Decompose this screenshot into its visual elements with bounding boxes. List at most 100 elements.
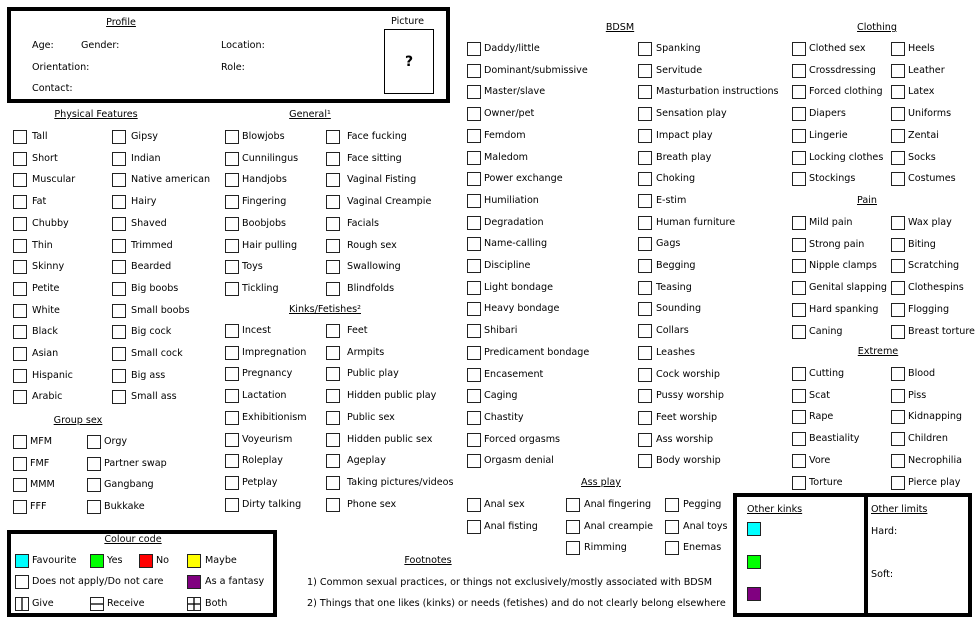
checkbox-rape[interactable] [792, 410, 806, 425]
checkbox-scat[interactable] [792, 388, 806, 403]
checkbox-face-sitting[interactable] [326, 151, 340, 166]
checkbox-big-boobs[interactable] [112, 281, 126, 296]
checkbox-degradation[interactable] [467, 215, 481, 230]
hard-limits-label[interactable]: Hard: [871, 526, 898, 537]
checkbox-clothed-sex[interactable] [792, 42, 806, 56]
picture-box[interactable]: ? [384, 29, 434, 94]
checkbox-big-cock[interactable] [112, 325, 126, 340]
checkbox-hard-spanking[interactable] [792, 302, 806, 317]
checkbox-face-fucking[interactable] [326, 130, 340, 144]
checkbox-big-ass[interactable] [112, 368, 126, 383]
checkbox-light-bondage[interactable] [467, 280, 481, 295]
checkbox-heavy-bondage[interactable] [467, 302, 481, 317]
checkbox-mfm[interactable] [13, 435, 27, 449]
checkbox-petplay[interactable] [225, 475, 239, 490]
checkbox-shaved[interactable] [112, 216, 126, 231]
checkbox-leashes[interactable] [638, 345, 652, 360]
checkbox-breast-torture[interactable] [891, 324, 905, 339]
checkbox-biting[interactable] [891, 237, 905, 252]
checkbox-vaginal-fisting[interactable] [326, 173, 340, 188]
checkbox-socks[interactable] [891, 150, 905, 165]
checkbox-cutting[interactable] [792, 367, 806, 381]
checkbox-incest[interactable] [225, 324, 239, 338]
checkbox-uniforms[interactable] [891, 107, 905, 122]
checkbox-bukkake[interactable] [87, 500, 101, 515]
checkbox-hair-pulling[interactable] [225, 238, 239, 253]
checkbox-mild-pain[interactable] [792, 216, 806, 230]
orientation-label[interactable]: Orientation: [32, 62, 90, 73]
checkbox-petite[interactable] [13, 281, 27, 296]
checkbox-handjobs[interactable] [225, 173, 239, 188]
checkbox-heels[interactable] [891, 42, 905, 56]
checkbox-scratching[interactable] [891, 259, 905, 274]
checkbox-sounding[interactable] [638, 302, 652, 317]
checkbox-femdom[interactable] [467, 128, 481, 143]
checkbox-armpits[interactable] [326, 345, 340, 360]
checkbox-children[interactable] [891, 432, 905, 447]
checkbox-nipple-clamps[interactable] [792, 259, 806, 274]
checkbox-orgasm-denial[interactable] [467, 454, 481, 469]
checkbox-encasement[interactable] [467, 367, 481, 382]
checkbox-choking[interactable] [638, 172, 652, 187]
checkbox-white[interactable] [13, 303, 27, 318]
checkbox-hispanic[interactable] [13, 368, 27, 383]
checkbox-master-slave[interactable] [467, 85, 481, 100]
checkbox-fat[interactable] [13, 195, 27, 210]
checkbox-kidnapping[interactable] [891, 410, 905, 425]
checkbox-stockings[interactable] [792, 172, 806, 187]
checkbox-pierce-play[interactable] [891, 475, 905, 490]
checkbox-facials[interactable] [326, 216, 340, 231]
checkbox-owner-pet[interactable] [467, 107, 481, 122]
checkbox-blood[interactable] [891, 367, 905, 381]
checkbox-public-play[interactable] [326, 367, 340, 382]
checkbox-toys[interactable] [225, 260, 239, 275]
checkbox-tall[interactable] [13, 130, 27, 144]
checkbox-impact-play[interactable] [638, 128, 652, 143]
checkbox-gipsy[interactable] [112, 130, 126, 144]
checkbox-cunnilingus[interactable] [225, 151, 239, 166]
checkbox-caning[interactable] [792, 324, 806, 339]
checkbox-costumes[interactable] [891, 172, 905, 187]
checkbox-predicament-bondage[interactable] [467, 345, 481, 360]
checkbox-necrophilia[interactable] [891, 453, 905, 468]
checkbox-spanking[interactable] [638, 42, 652, 56]
checkbox-servitude[interactable] [638, 63, 652, 78]
checkbox-torture[interactable] [792, 475, 806, 490]
checkbox-leather[interactable] [891, 63, 905, 78]
checkbox-bearded[interactable] [112, 260, 126, 275]
checkbox-taking-pictures-videos[interactable] [326, 475, 340, 490]
checkbox-mmm[interactable] [13, 478, 27, 493]
checkbox-chubby[interactable] [13, 216, 27, 231]
checkbox-genital-slapping[interactable] [792, 281, 806, 296]
contact-label[interactable]: Contact: [32, 83, 73, 94]
location-label[interactable]: Location: [221, 40, 265, 51]
checkbox-rimming[interactable] [566, 541, 580, 556]
checkbox-name-calling[interactable] [467, 237, 481, 252]
gender-label[interactable]: Gender: [81, 40, 120, 51]
checkbox-hidden-public-sex[interactable] [326, 432, 340, 447]
checkbox-dominant-submissive[interactable] [467, 63, 481, 78]
checkbox-daddy-little[interactable] [467, 42, 481, 56]
checkbox-locking-clothes[interactable] [792, 150, 806, 165]
checkbox-fmf[interactable] [13, 456, 27, 471]
checkbox-discipline[interactable] [467, 259, 481, 273]
checkbox-cock-worship[interactable] [638, 367, 652, 382]
checkbox-body-worship[interactable] [638, 454, 652, 469]
checkbox-gags[interactable] [638, 237, 652, 252]
checkbox-power-exchange[interactable] [467, 172, 481, 187]
checkbox-teasing[interactable] [638, 280, 652, 295]
checkbox-tickling[interactable] [225, 281, 239, 296]
checkbox-flogging[interactable] [891, 302, 905, 317]
checkbox-partner-swap[interactable] [87, 456, 101, 471]
checkbox-small-ass[interactable] [112, 390, 126, 405]
checkbox-swallowing[interactable] [326, 260, 340, 275]
checkbox-anal-sex[interactable] [467, 498, 481, 512]
checkbox-chastity[interactable] [467, 410, 481, 425]
checkbox-ass-worship[interactable] [638, 432, 652, 447]
checkbox-hairy[interactable] [112, 195, 126, 210]
checkbox-anal-fingering[interactable] [566, 498, 580, 512]
checkbox-anal-toys[interactable] [665, 519, 679, 534]
checkbox-crossdressing[interactable] [792, 63, 806, 78]
checkbox-boobjobs[interactable] [225, 216, 239, 231]
checkbox-breath-play[interactable] [638, 150, 652, 165]
